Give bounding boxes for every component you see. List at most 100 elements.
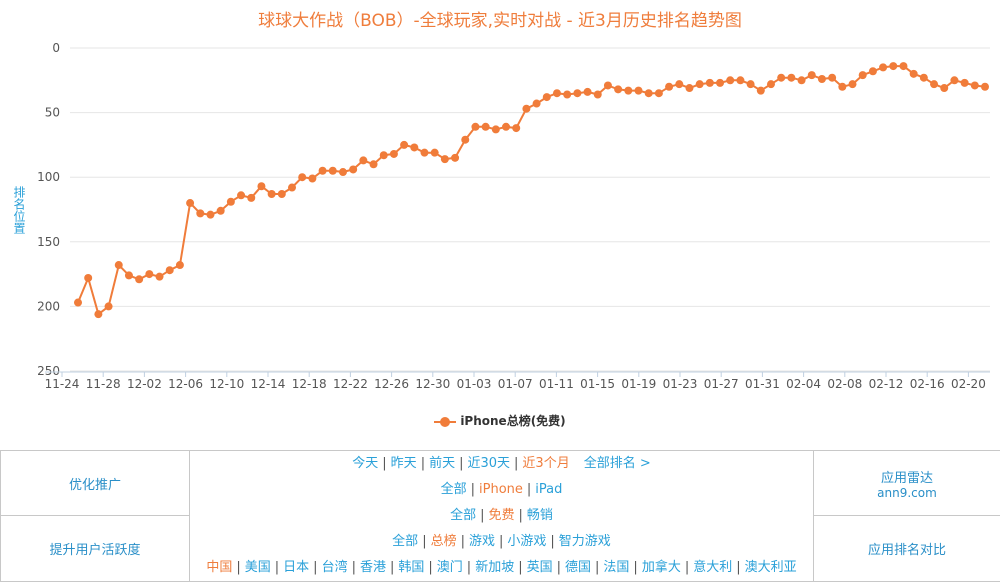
data-point bbox=[217, 207, 225, 215]
y-tick-label: 200 bbox=[37, 299, 60, 313]
data-point bbox=[736, 76, 744, 84]
filter-time-range-option[interactable]: 前天 bbox=[429, 456, 455, 471]
separator: | bbox=[514, 456, 518, 471]
filter-time-range-option[interactable]: 昨天 bbox=[391, 456, 417, 471]
data-point bbox=[747, 80, 755, 88]
data-point bbox=[645, 89, 653, 97]
data-point bbox=[920, 74, 928, 82]
series-line bbox=[78, 66, 985, 314]
filter-country-option[interactable]: 日本 bbox=[283, 560, 309, 575]
rank-compare-cell[interactable]: 应用排名对比 bbox=[814, 516, 1000, 582]
data-point bbox=[268, 190, 276, 198]
filter-country-option[interactable]: 韩国 bbox=[398, 560, 424, 575]
filter-country-option[interactable]: 澳大利亚 bbox=[745, 560, 797, 575]
x-tick-label: 11-24 bbox=[45, 377, 80, 391]
filter-country-option[interactable]: 澳门 bbox=[437, 560, 463, 575]
filter-country-option[interactable]: 香港 bbox=[360, 560, 386, 575]
data-point bbox=[522, 105, 530, 113]
filter-price-option[interactable]: 全部 bbox=[450, 508, 476, 523]
filter-country-option[interactable]: 英国 bbox=[527, 560, 553, 575]
data-point bbox=[492, 125, 500, 133]
data-point bbox=[339, 168, 347, 176]
y-tick-label: 150 bbox=[37, 235, 60, 249]
filter-time-range-option[interactable]: 今天 bbox=[352, 456, 378, 471]
nav-promote-cell[interactable]: 优化推广 bbox=[1, 451, 190, 516]
filter-category-option[interactable]: 小游戏 bbox=[507, 534, 546, 549]
data-point bbox=[787, 74, 795, 82]
nav-activity-cell[interactable]: 提升用户活跃度 bbox=[1, 516, 190, 582]
filter-device-option[interactable]: iPhone bbox=[479, 482, 523, 497]
filter-country-option[interactable]: 德国 bbox=[565, 560, 591, 575]
app-radar-link[interactable]: 应用雷达 bbox=[814, 467, 1000, 486]
y-tick-label: 250 bbox=[37, 364, 60, 378]
filter-category-option[interactable]: 全部 bbox=[392, 534, 418, 549]
data-point bbox=[706, 79, 714, 87]
filter-category-option[interactable]: 游戏 bbox=[469, 534, 495, 549]
data-point bbox=[726, 76, 734, 84]
filter-country-option[interactable]: 意大利 bbox=[693, 560, 732, 575]
data-point bbox=[889, 62, 897, 70]
data-point bbox=[319, 167, 327, 175]
filter-price-option[interactable]: 畅销 bbox=[527, 508, 553, 523]
filter-time-range-option[interactable]: 近30天 bbox=[467, 456, 510, 471]
data-point bbox=[838, 83, 846, 91]
data-point bbox=[431, 149, 439, 157]
data-point bbox=[349, 165, 357, 173]
separator: | bbox=[499, 534, 503, 549]
legend[interactable]: iPhone总榜(免费) bbox=[0, 412, 1000, 429]
filter-time-range-option[interactable]: 近3个月 bbox=[522, 456, 569, 471]
rank-compare-link[interactable]: 应用排名对比 bbox=[868, 543, 946, 558]
data-point bbox=[308, 174, 316, 182]
filter-country-option[interactable]: 中国 bbox=[206, 560, 232, 575]
data-point bbox=[135, 275, 143, 283]
separator: | bbox=[390, 560, 394, 575]
filter-device-option[interactable]: iPad bbox=[535, 482, 562, 497]
filter-panel: 今天 | 昨天 | 前天 | 近30天 | 近3个月全部排名 > 全部 | iPhone | iPad 全部… bbox=[190, 451, 814, 582]
data-point bbox=[329, 167, 337, 175]
filter-device-option[interactable]: 全部 bbox=[441, 482, 467, 497]
y-tick-label: 50 bbox=[45, 106, 60, 120]
x-tick-label: 12-06 bbox=[168, 377, 203, 391]
x-tick-label: 12-14 bbox=[251, 377, 286, 391]
all-rankings-link[interactable]: 全部排名 > bbox=[584, 456, 651, 471]
data-point bbox=[370, 160, 378, 168]
data-point bbox=[451, 154, 459, 162]
separator: | bbox=[685, 560, 689, 575]
promote-link[interactable]: 优化推广 bbox=[69, 478, 121, 493]
x-tick-label: 12-22 bbox=[333, 377, 368, 391]
filter-country-option[interactable]: 美国 bbox=[245, 560, 271, 575]
filter-price-option[interactable]: 免费 bbox=[488, 508, 514, 523]
nav-table: 优化推广 今天 | 昨天 | 前天 | 近30天 | 近3个月全部排名 > 全部 | iPhone | i… bbox=[0, 450, 1000, 582]
activity-link[interactable]: 提升用户活跃度 bbox=[49, 543, 140, 558]
data-point bbox=[879, 63, 887, 71]
data-point bbox=[930, 80, 938, 88]
app-radar-domain[interactable]: ann9.com bbox=[814, 486, 1000, 500]
data-point bbox=[859, 71, 867, 79]
data-point bbox=[777, 74, 785, 82]
filter-category-option[interactable]: 智力游戏 bbox=[559, 534, 611, 549]
filter-category-option[interactable]: 总榜 bbox=[431, 534, 457, 549]
legend-marker bbox=[434, 417, 456, 427]
filter-country-option[interactable]: 新加坡 bbox=[475, 560, 514, 575]
data-point bbox=[196, 209, 204, 217]
filter-row-country: 中国|美国|日本|台湾|香港|韩国|澳门|新加坡|英国|德国|法国|加拿大|意大… bbox=[190, 555, 813, 581]
data-point bbox=[594, 91, 602, 99]
separator: | bbox=[518, 560, 522, 575]
separator: | bbox=[236, 560, 240, 575]
data-point bbox=[655, 89, 663, 97]
app-radar-cell[interactable]: 应用雷达 ann9.com bbox=[814, 451, 1000, 516]
data-point bbox=[899, 62, 907, 70]
y-tick-label: 100 bbox=[37, 170, 60, 184]
separator: | bbox=[467, 560, 471, 575]
data-point bbox=[471, 123, 479, 131]
data-point bbox=[696, 80, 704, 88]
filter-country-option[interactable]: 法国 bbox=[603, 560, 629, 575]
x-tick-label: 01-19 bbox=[621, 377, 656, 391]
x-tick-label: 01-03 bbox=[457, 377, 492, 391]
data-point bbox=[961, 79, 969, 87]
filter-country-option[interactable]: 加拿大 bbox=[642, 560, 681, 575]
data-point bbox=[390, 150, 398, 158]
data-point bbox=[553, 89, 561, 97]
filter-country-option[interactable]: 台湾 bbox=[322, 560, 348, 575]
separator: | bbox=[382, 456, 386, 471]
